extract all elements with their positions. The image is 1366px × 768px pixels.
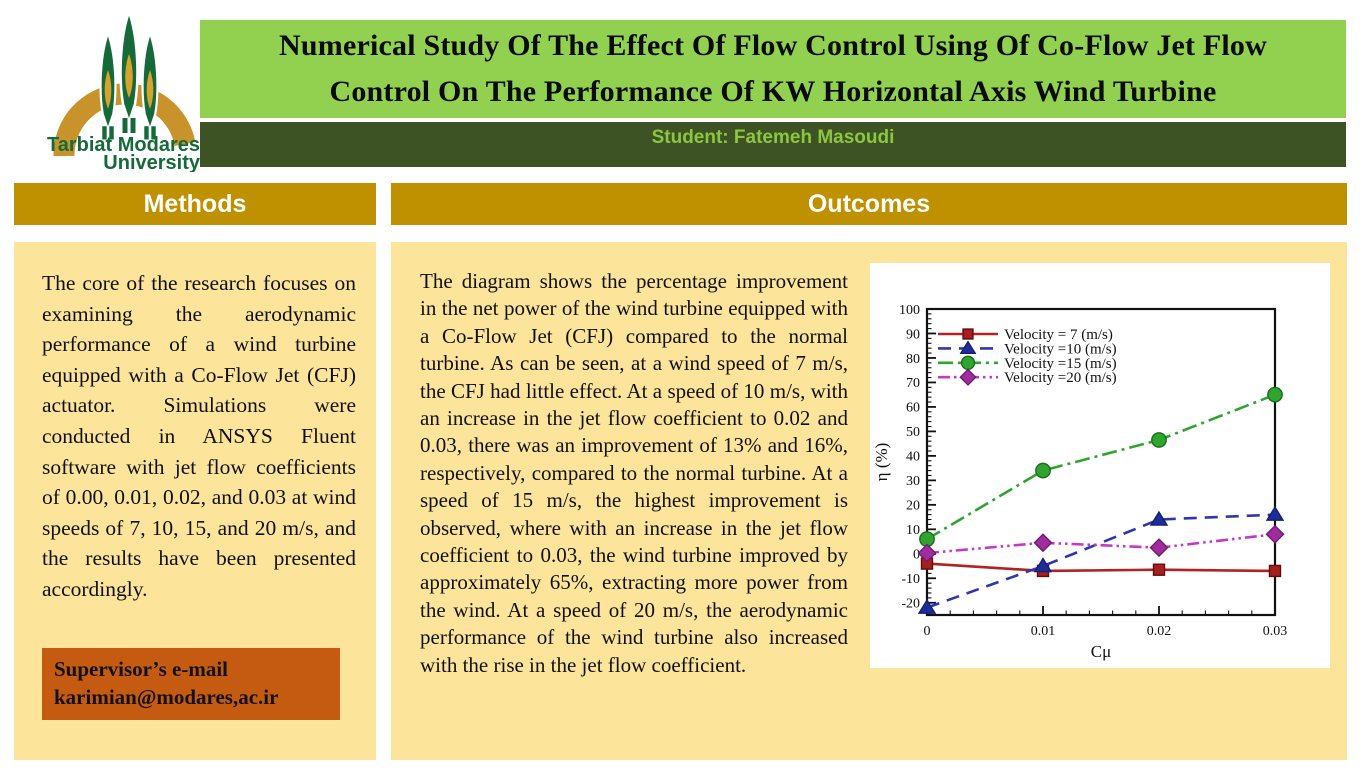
y-axis-label: η (%)	[872, 443, 891, 482]
svg-text:80: 80	[906, 352, 920, 367]
svg-text:0: 0	[924, 624, 931, 639]
student-bar: Student: Fatemeh Masoudi	[200, 122, 1346, 167]
supervisor-email-label: Supervisor’s e-mail	[54, 657, 228, 681]
outcomes-panel: The diagram shows the percentage improve…	[391, 242, 1347, 760]
svg-text:70: 70	[906, 376, 920, 391]
svg-text:100: 100	[899, 303, 920, 318]
plot-frame	[925, 307, 1277, 617]
x-axis-label: Cμ	[1091, 642, 1111, 661]
series-1	[917, 505, 1285, 614]
university-logo: Tarbiat Modares University	[36, 6, 204, 174]
logo-text-line2: University	[103, 152, 201, 172]
student-name: Student: Fatemeh Masoudi	[651, 127, 895, 148]
series-0	[920, 557, 1282, 578]
logo-arch	[53, 83, 196, 157]
svg-text:10: 10	[906, 523, 920, 538]
cypress-tree-center	[121, 12, 138, 133]
svg-text:0.02: 0.02	[1147, 624, 1172, 639]
series-3	[917, 524, 1285, 563]
chart-svg: -20 -10 0 10 20 30 40 50 60 70 80 90 100 0 0.01 0.02 0.0…	[872, 303, 1288, 661]
poster-title-line1: Numerical Study Of The Effect Of Flow Co…	[279, 29, 1267, 62]
poster-title-line2: Control On The Performance Of KW Horizon…	[329, 75, 1217, 108]
svg-text:-20: -20	[901, 597, 920, 612]
poster-title: Numerical Study Of The Effect Of Flow Co…	[200, 20, 1346, 118]
outcomes-header: Outcomes	[391, 183, 1347, 225]
svg-text:Velocity =15 (m/s): Velocity =15 (m/s)	[1004, 356, 1117, 372]
svg-text:0: 0	[913, 548, 920, 563]
methods-body-text: The core of the research focuses on exam…	[42, 271, 356, 601]
svg-text:Velocity =20 (m/s): Velocity =20 (m/s)	[1004, 370, 1117, 386]
chart-legend: Velocity = 7 (m/s)Velocity =10 (m/s)Velo…	[938, 327, 1117, 386]
svg-text:50: 50	[906, 425, 920, 440]
x-axis-ticks: 0 0.01 0.02 0.03	[924, 606, 1288, 639]
series-2	[919, 386, 1283, 548]
svg-text:20: 20	[906, 499, 920, 514]
logo-text-line1: Tarbiat Modares	[47, 134, 200, 156]
svg-text:Velocity = 7 (m/s): Velocity = 7 (m/s)	[1004, 327, 1113, 343]
outcomes-body-text: The diagram shows the percentage improve…	[420, 269, 848, 677]
svg-text:30: 30	[906, 474, 920, 489]
svg-text:-10: -10	[901, 572, 920, 587]
supervisor-email-box: Supervisor’s e-mail karimian@modares,ac.…	[42, 648, 340, 720]
supervisor-email-address: karimian@modares,ac.ir	[54, 685, 279, 709]
svg-text:90: 90	[906, 327, 920, 342]
svg-text:40: 40	[906, 450, 920, 465]
university-logo-graphic: Tarbiat Modares University	[47, 6, 201, 174]
svg-text:Velocity =10 (m/s): Velocity =10 (m/s)	[1004, 341, 1117, 357]
efficiency-vs-cmu-chart: -20 -10 0 10 20 30 40 50 60 70 80 90 100 0 0.01 0.02 0.0…	[870, 263, 1330, 668]
svg-text:0.03: 0.03	[1263, 624, 1288, 639]
cypress-tree-left	[101, 33, 116, 139]
methods-header: Methods	[14, 183, 376, 225]
svg-text:0.01: 0.01	[1031, 624, 1056, 639]
methods-panel: The core of the research focuses on exam…	[14, 242, 376, 760]
svg-text:60: 60	[906, 401, 920, 416]
cypress-tree-right	[143, 33, 158, 139]
